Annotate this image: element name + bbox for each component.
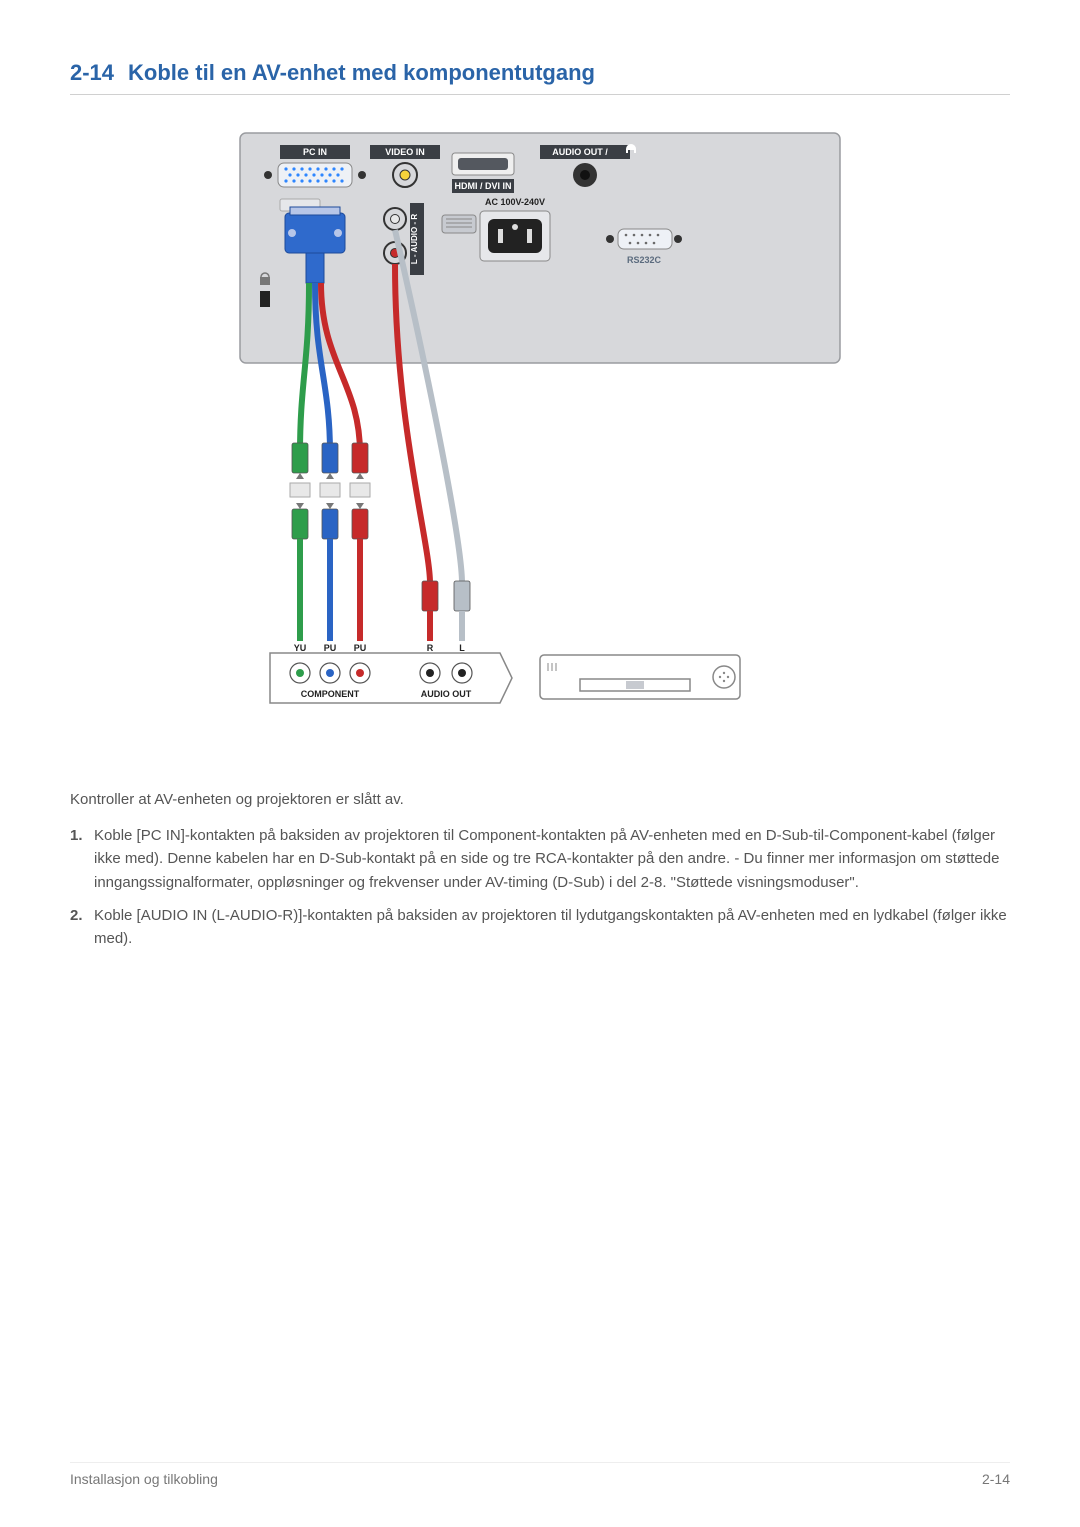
- step-body: Koble [AUDIO IN (L-AUDIO-R)]-kontakten p…: [94, 904, 1010, 951]
- label-audio-out-lower: AUDIO OUT: [421, 689, 472, 699]
- hdmi-port: [452, 153, 514, 175]
- step-body: Koble [PC IN]-kontakten på baksiden av p…: [94, 824, 1010, 894]
- steps-list: 1. Koble [PC IN]-kontakten på baksiden a…: [70, 824, 1010, 950]
- label-audio-in: L - AUDIO - R: [410, 214, 419, 264]
- svg-text:L: L: [459, 643, 465, 653]
- section-heading: 2-14 Koble til en AV-enhet med komponent…: [70, 60, 1010, 95]
- page-footer: Installasjon og tilkobling 2-14: [70, 1462, 1010, 1487]
- page: 2-14 Koble til en AV-enhet med komponent…: [0, 0, 1080, 1527]
- step-item: 2. Koble [AUDIO IN (L-AUDIO-R)]-kontakte…: [70, 904, 1010, 951]
- footer-right: 2-14: [982, 1471, 1010, 1487]
- intro-text: Kontroller at AV-enheten og projektoren …: [70, 791, 1010, 808]
- svg-text:R: R: [427, 643, 434, 653]
- heading-number: 2-14: [70, 60, 114, 86]
- vga-port-pc-in: [264, 163, 366, 187]
- step-number: 1.: [70, 824, 94, 894]
- label-ac: AC 100V-240V: [485, 197, 545, 207]
- connection-diagram: PC IN VIDEO IN: [230, 123, 850, 763]
- footer-left: Installasjon og tilkobling: [70, 1471, 218, 1487]
- svg-text:PU: PU: [324, 643, 337, 653]
- av-device-icon: [540, 655, 740, 699]
- step-number: 2.: [70, 904, 94, 951]
- heading-title: Koble til en AV-enhet med komponentutgan…: [128, 60, 595, 86]
- svg-text:YU: YU: [294, 643, 307, 653]
- label-video-in: VIDEO IN: [385, 147, 425, 157]
- label-audio-out: AUDIO OUT /: [552, 147, 608, 157]
- step-item: 1. Koble [PC IN]-kontakten på baksiden a…: [70, 824, 1010, 894]
- label-component: COMPONENT: [301, 689, 360, 699]
- label-pc-in: PC IN: [303, 147, 327, 157]
- svg-text:PU: PU: [354, 643, 367, 653]
- figure-container: PC IN VIDEO IN: [70, 123, 1010, 763]
- label-hdmi: HDMI / DVI IN: [454, 181, 511, 191]
- label-rs232c: RS232C: [627, 255, 662, 265]
